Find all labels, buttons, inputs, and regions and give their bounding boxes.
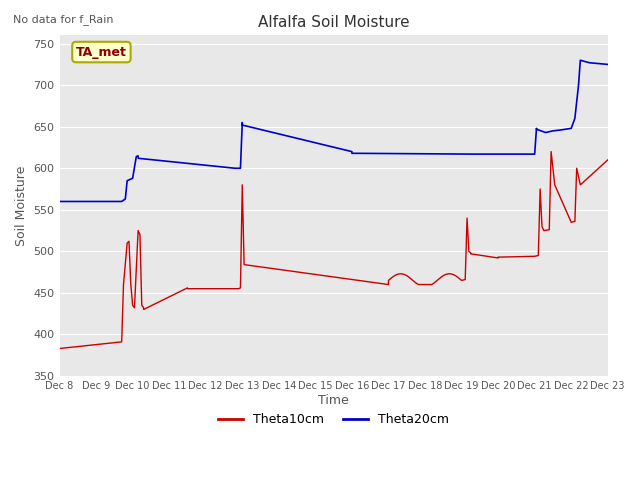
Text: No data for f_Rain: No data for f_Rain: [13, 14, 113, 25]
Legend: Theta10cm, Theta20cm: Theta10cm, Theta20cm: [213, 408, 454, 431]
Title: Alfalfa Soil Moisture: Alfalfa Soil Moisture: [258, 15, 410, 30]
X-axis label: Time: Time: [318, 394, 349, 407]
Y-axis label: Soil Moisture: Soil Moisture: [15, 166, 28, 246]
Text: TA_met: TA_met: [76, 46, 127, 59]
